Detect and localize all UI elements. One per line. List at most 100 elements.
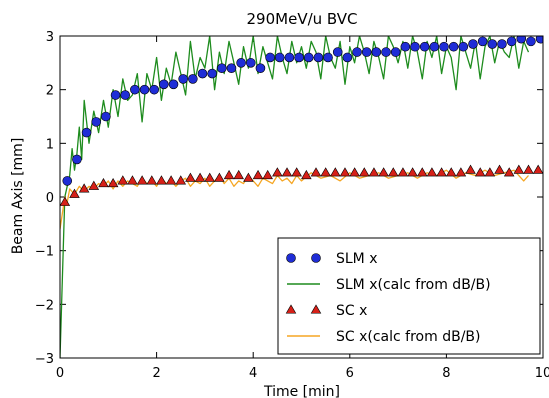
data-point (523, 164, 534, 174)
data-point (130, 84, 140, 95)
data-point (388, 167, 399, 177)
series-sc-x (60, 164, 543, 206)
legend-box (277, 237, 541, 355)
series-layer (60, 36, 543, 358)
data-point (332, 47, 343, 57)
data-point (255, 63, 266, 73)
y-tick-label: 0 (46, 191, 54, 206)
data-point (526, 36, 536, 47)
x-axis-title: Time [min] (263, 384, 340, 398)
data-point (513, 164, 525, 174)
data-point (194, 172, 206, 182)
data-point (535, 36, 543, 44)
x-tick-label: 10 (535, 366, 549, 381)
data-point (178, 74, 188, 84)
data-point (139, 84, 150, 95)
data-point (474, 167, 486, 177)
data-point (149, 84, 159, 95)
data-point (185, 172, 196, 182)
data-point (274, 52, 285, 63)
data-point (323, 52, 333, 63)
y-tick-label: 2 (46, 84, 54, 99)
x-tick-label: 2 (152, 366, 160, 381)
data-point (465, 164, 476, 174)
axis-tick-labels: 0 2 4 6 8 10 −3 −2 −1 0 1 2 3 (35, 30, 549, 381)
series-slm-x (62, 36, 543, 186)
y-tick-label: −3 (35, 352, 54, 367)
legend-entry: SC x(calc from dB/B) (287, 329, 480, 345)
data-point (477, 36, 488, 47)
data-point (349, 167, 360, 177)
legend-label: SLM x(calc from dB/B) (336, 277, 491, 293)
data-point (243, 172, 254, 182)
legend-swatch (285, 304, 297, 314)
data-point (69, 188, 80, 198)
data-point (146, 175, 158, 185)
y-tick-label: 1 (46, 137, 54, 152)
legend-entries: SLM x SLM x(calc from dB/B) SC x SC x(calc … (285, 251, 491, 345)
legend-entry: SLM x(calc from dB/B) (287, 277, 491, 293)
data-point (281, 167, 293, 177)
y-tick-label: −2 (35, 298, 54, 313)
data-point (313, 52, 324, 63)
data-point (301, 169, 312, 180)
data-point (532, 164, 543, 174)
series-line (60, 169, 529, 230)
data-point (226, 63, 237, 73)
data-point (303, 52, 314, 63)
data-point (294, 52, 304, 63)
series-sc-x-calc-from-db-b (60, 169, 529, 230)
data-point (72, 154, 82, 165)
legend: SLM x SLM x(calc from dB/B) SC x SC x(calc … (277, 237, 541, 355)
data-point (272, 167, 283, 177)
data-point (448, 41, 459, 52)
data-point (175, 175, 187, 185)
data-point (339, 167, 351, 177)
plot-area-frame (59, 35, 544, 359)
data-point (352, 47, 362, 57)
data-point (168, 79, 179, 90)
data-point (397, 167, 409, 177)
legend-label: SC x (336, 303, 367, 319)
data-point (426, 167, 438, 177)
data-point (127, 175, 138, 185)
data-point (330, 167, 341, 177)
data-point (429, 41, 440, 52)
data-point (487, 39, 498, 49)
data-point (455, 167, 467, 177)
y-tick-label: 3 (46, 30, 54, 45)
data-point (107, 177, 119, 188)
legend-entry: SC x (285, 303, 367, 319)
data-point (381, 47, 391, 57)
data-point (359, 167, 370, 177)
data-point (516, 36, 527, 44)
y-tick-label: −1 (35, 245, 54, 260)
x-tick-label: 6 (346, 366, 354, 381)
data-point (439, 41, 449, 52)
data-point (110, 90, 121, 100)
data-point (62, 176, 73, 186)
data-point (78, 183, 90, 193)
data-point (165, 175, 177, 185)
data-point (188, 74, 198, 84)
data-point (223, 169, 235, 180)
data-point (503, 167, 515, 177)
data-point (217, 63, 227, 73)
data-point (98, 177, 109, 188)
data-point (419, 41, 430, 52)
data-point (390, 47, 401, 57)
data-point (361, 47, 372, 57)
legend-swatch (286, 253, 296, 263)
data-point (445, 167, 457, 177)
data-point (494, 164, 505, 174)
legend-label: SLM x (336, 251, 378, 267)
data-point (284, 52, 295, 63)
data-point (156, 175, 167, 185)
x-tick-label: 0 (56, 366, 64, 381)
legend-swatch (310, 304, 322, 314)
data-point (407, 167, 418, 177)
x-tick-label: 4 (249, 366, 257, 381)
data-point (410, 41, 420, 52)
data-point (88, 180, 100, 190)
data-point (468, 39, 478, 49)
